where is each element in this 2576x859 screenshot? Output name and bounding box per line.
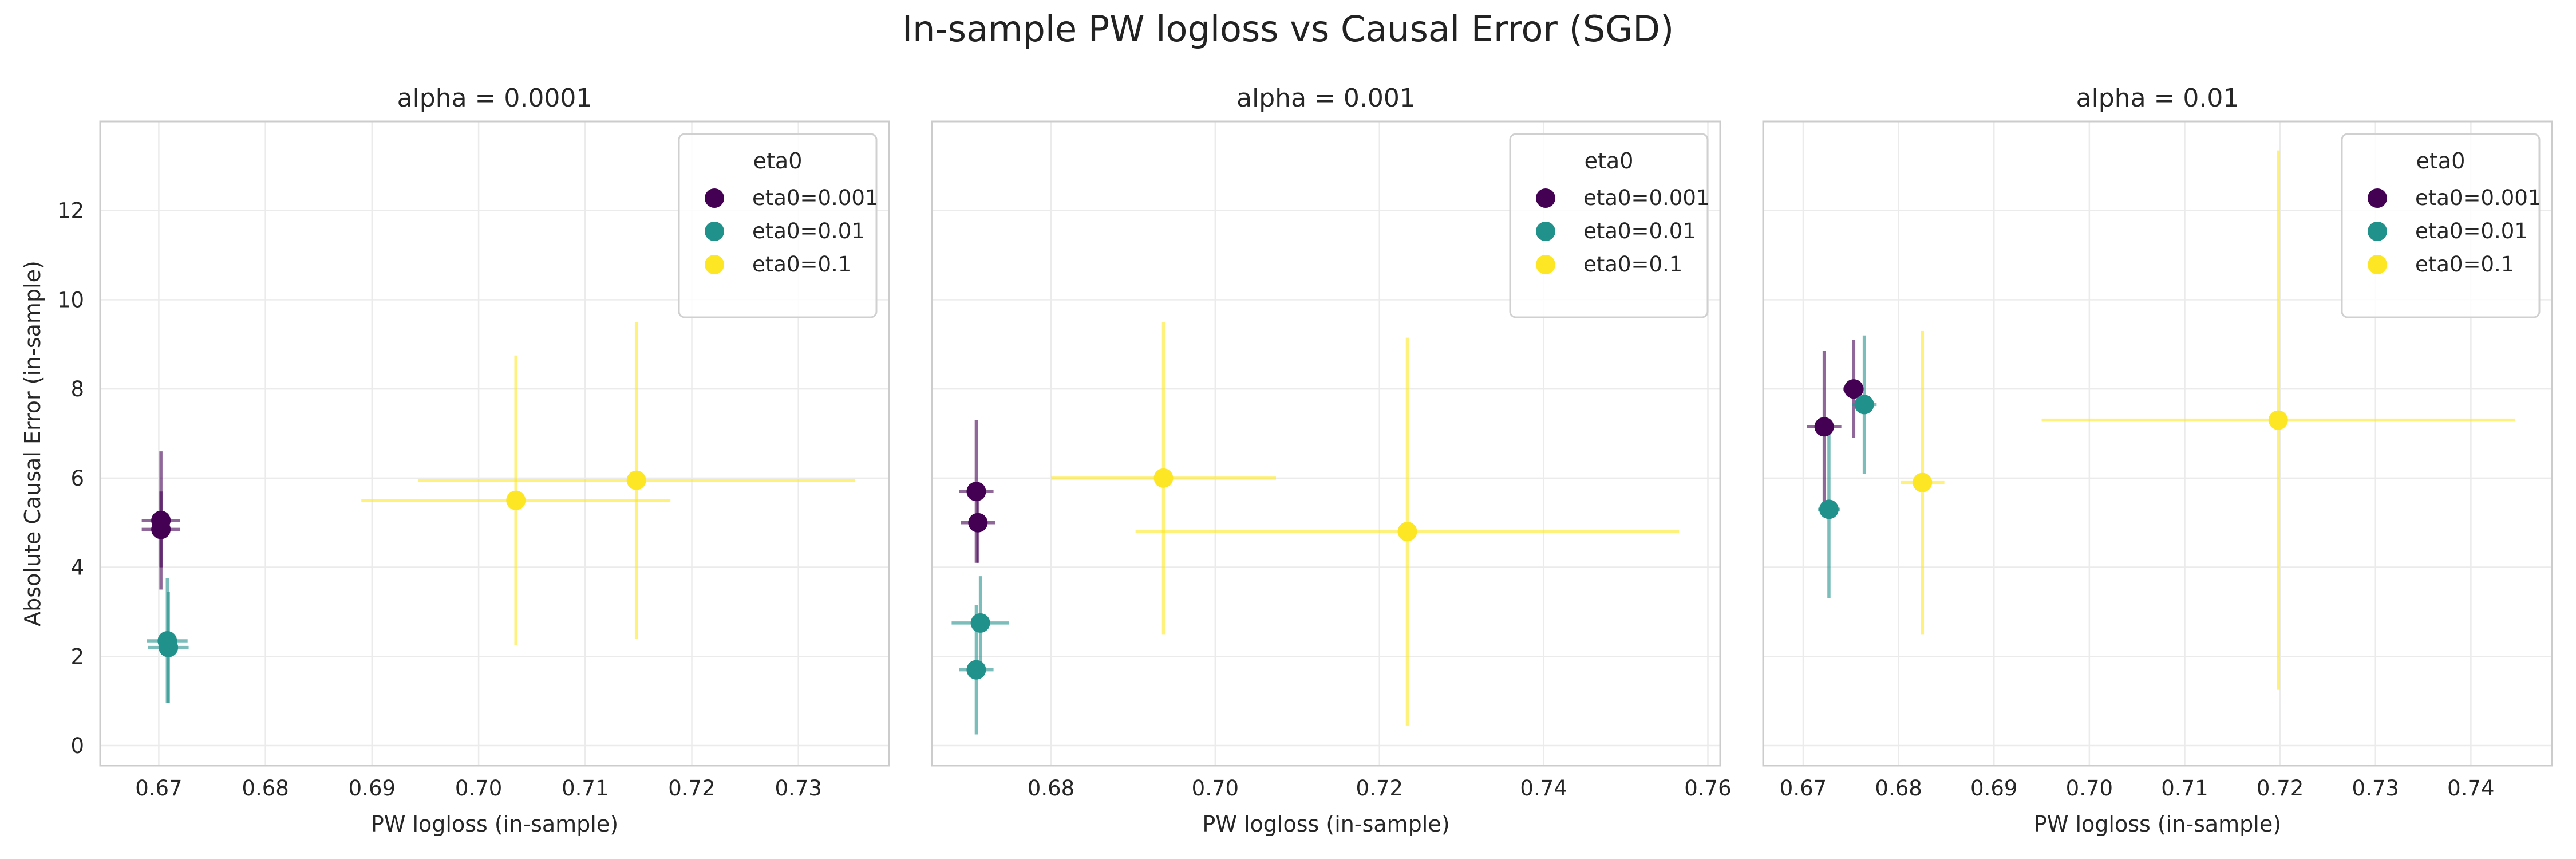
y-tick-label: 12: [57, 199, 84, 223]
data-point: [966, 660, 986, 680]
legend-marker: [2368, 188, 2387, 208]
legend-marker: [705, 222, 724, 241]
legend-entry: eta0=0.01: [752, 219, 865, 243]
data-point: [506, 490, 526, 510]
legend-marker: [705, 255, 724, 274]
plot-frame: [931, 120, 1721, 767]
data-layer: [1807, 150, 2515, 690]
legend: eta0 eta0=0.001 eta0=0.01 eta0=0.1: [678, 133, 878, 318]
x-tick-label: 0.73: [775, 776, 822, 801]
x-tick-label: 0.70: [2066, 776, 2113, 801]
data-point: [1854, 395, 1874, 415]
panel-title: alpha = 0.01: [2076, 84, 2239, 113]
x-tick-label: 0.70: [455, 776, 502, 801]
legend-entry: eta0=0.001: [2415, 186, 2541, 210]
data-layer: [951, 322, 1680, 735]
legend-marker: [1536, 222, 1555, 241]
plot-frame: [99, 120, 890, 767]
x-axis-label: PW logloss (in-sample): [371, 811, 618, 837]
x-tick-label: 0.69: [349, 776, 396, 801]
y-axis-label: Absolute Causal Error (in-sample): [20, 261, 45, 626]
data-point: [1844, 379, 1864, 399]
legend: eta0 eta0=0.001 eta0=0.01 eta0=0.1: [2341, 133, 2541, 318]
legend-entry: eta0=0.1: [2415, 252, 2514, 277]
panel-title: alpha = 0.0001: [397, 84, 592, 113]
legend-title: eta0: [2416, 148, 2466, 174]
x-axis-label: PW logloss (in-sample): [1202, 811, 1449, 837]
data-point: [1153, 468, 1174, 488]
legend-marker: [1536, 255, 1555, 274]
data-point: [966, 482, 986, 502]
legend-entry: eta0=0.1: [1583, 252, 1682, 277]
data-point: [151, 519, 171, 539]
x-tick-label: 0.71: [2161, 776, 2208, 801]
legend-box: [1509, 133, 1709, 318]
data-layer: [141, 322, 855, 704]
data-point: [968, 513, 988, 533]
plot-frame: [1762, 120, 2553, 767]
y-tick-label: 4: [70, 555, 84, 580]
x-tick-label: 0.68: [1875, 776, 1922, 801]
data-point: [2268, 410, 2288, 430]
legend-box: [678, 133, 878, 318]
y-tick-label: 0: [70, 734, 84, 758]
data-point: [626, 470, 646, 490]
y-tick-label: 6: [70, 466, 84, 491]
legend-title: eta0: [753, 148, 803, 174]
data-point: [1819, 499, 1839, 519]
x-tick-label: 0.70: [1192, 776, 1239, 801]
legend-box: [2341, 133, 2541, 318]
x-tick-label: 0.72: [2257, 776, 2304, 801]
legend-entry: eta0=0.01: [1583, 219, 1696, 243]
x-tick-label: 0.69: [1970, 776, 2017, 801]
x-tick-label: 0.67: [1780, 776, 1827, 801]
legend-marker: [2368, 222, 2387, 241]
x-tick-label: 0.67: [135, 776, 182, 801]
x-tick-label: 0.73: [2352, 776, 2399, 801]
legend-marker: [705, 188, 724, 208]
x-tick-label: 0.76: [1684, 776, 1731, 801]
chart-panel-2: 0.68 0.70 0.72 0.74 0.76 alpha = 0.001 PW logl…: [931, 84, 1732, 837]
legend-entry: eta0=0.1: [752, 252, 851, 277]
x-tick-label: 0.72: [668, 776, 715, 801]
panel-title: alpha = 0.001: [1236, 84, 1416, 113]
y-tick-label: 2: [70, 644, 84, 669]
x-tick-label: 0.68: [242, 776, 289, 801]
data-point: [970, 613, 990, 633]
x-tick-label: 0.74: [2447, 776, 2494, 801]
legend-entry: eta0=0.001: [1583, 186, 1709, 210]
legend-marker: [2368, 255, 2387, 274]
legend-marker: [1536, 188, 1555, 208]
chart-panel-1: 0.67 0.68 0.69 0.70 0.71 0.72 0.73 0 2 4 6 8 10 12 alp…: [20, 84, 890, 837]
data-point: [1814, 417, 1834, 437]
data-point: [1397, 522, 1417, 542]
data-point: [1913, 472, 1933, 492]
x-tick-label: 0.74: [1520, 776, 1567, 801]
legend-entry: eta0=0.01: [2415, 219, 2528, 243]
chart-panel-3: 0.67 0.68 0.69 0.70 0.71 0.72 0.73 0.74 alpha = …: [1762, 84, 2553, 837]
x-tick-label: 0.71: [562, 776, 609, 801]
x-tick-label: 0.72: [1356, 776, 1403, 801]
figure-title: In-sample PW logloss vs Causal Error (SG…: [902, 8, 1674, 50]
legend-entry: eta0=0.001: [752, 186, 878, 210]
data-point: [159, 637, 179, 657]
x-tick-label: 0.68: [1028, 776, 1074, 801]
legend-title: eta0: [1585, 148, 1634, 174]
legend: eta0 eta0=0.001 eta0=0.01 eta0=0.1: [1509, 133, 1709, 318]
y-tick-label: 8: [70, 377, 84, 401]
y-tick-label: 10: [57, 287, 84, 312]
x-axis-label: PW logloss (in-sample): [2034, 811, 2281, 837]
